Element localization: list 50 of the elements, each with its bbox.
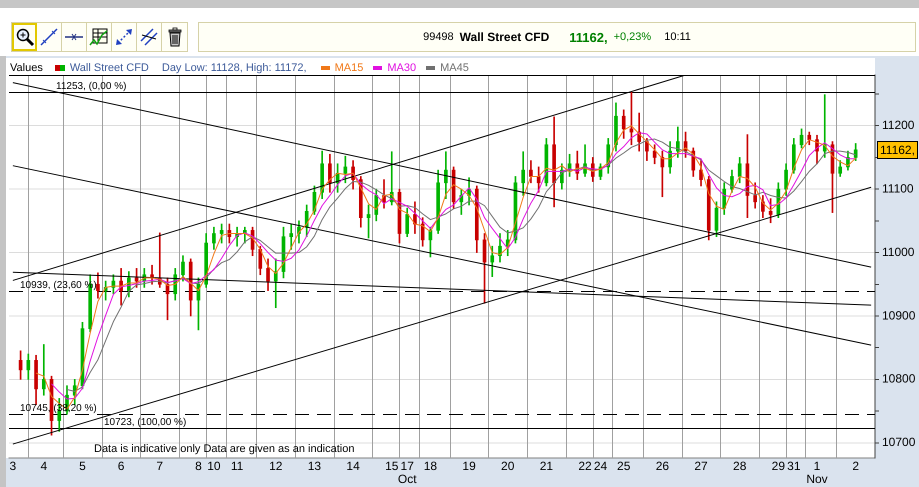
x-tick-label: 29 (772, 458, 786, 473)
chart-title: Wall Street CFD (460, 30, 550, 44)
x-tick-label: 31 (787, 458, 801, 473)
x-tick-label: 7 (156, 458, 164, 473)
x-tick-label: 12 (269, 458, 283, 473)
legend-label: MA45 (440, 62, 469, 74)
x-tick-label: 14 (346, 458, 360, 473)
text: Day Low: 11128, High: 11172, (162, 62, 307, 74)
x-tick-label: 4 (40, 458, 48, 473)
legend-label: MA30 (387, 62, 416, 74)
x-tick-label: 27 (694, 458, 708, 473)
x-tick-label: 6 (118, 458, 125, 473)
legend-label: Wall Street CFD (70, 62, 149, 74)
x-tick-label: 26 (656, 458, 670, 473)
x-tick-label: 21 (540, 458, 554, 473)
y-tick-label: 11200 (882, 118, 915, 132)
x-tick-label: 28 (733, 458, 747, 473)
candlestick (630, 92, 634, 146)
x-tick-label: 3 (10, 458, 17, 473)
y-tick-label: 10700 (882, 435, 916, 450)
legend-title: Values (10, 62, 43, 74)
annotation: 11162, (880, 142, 915, 157)
text: +0,23% (614, 31, 652, 43)
ref-line-label: 10723, (100,00 %) (104, 417, 186, 428)
y-tick-label: 10900 (882, 308, 916, 322)
x-tick-label: 22 (578, 458, 592, 473)
x-tick-label: 19 (462, 458, 476, 473)
x-tick-label: 15 (385, 458, 399, 473)
y-tick-label: 11100 (882, 181, 914, 196)
text: 11162, (569, 30, 608, 44)
x-tick-label: 13 (308, 458, 322, 473)
x-tick-label: 24 (594, 458, 608, 473)
x-tick-label: 8 (195, 458, 202, 473)
annotation: Data is indicative only Data are given as an indication (94, 443, 354, 455)
x-tick-label: 18 (424, 458, 438, 473)
x-tick-label: 11 (230, 458, 244, 473)
legend-label: MA15 (334, 62, 364, 74)
y-tick-label: 11000 (882, 244, 915, 259)
x-tick-label: 5 (79, 458, 86, 473)
x-tick-label: 10 (207, 458, 221, 473)
text: 99498 (423, 31, 454, 43)
ref-line-label: 11253, (0,00 %) (56, 81, 126, 92)
x-tick-label: 1 Nov (806, 458, 828, 486)
x-tick-label: 2 (852, 458, 860, 473)
x-tick-label: 17 Oct (398, 458, 418, 486)
x-tick-label: 20 (501, 458, 515, 473)
x-tick-label: 25 (617, 458, 631, 473)
text: 10:11 (664, 31, 691, 43)
candlestick (366, 204, 370, 238)
y-tick-label: 10800 (882, 372, 916, 386)
